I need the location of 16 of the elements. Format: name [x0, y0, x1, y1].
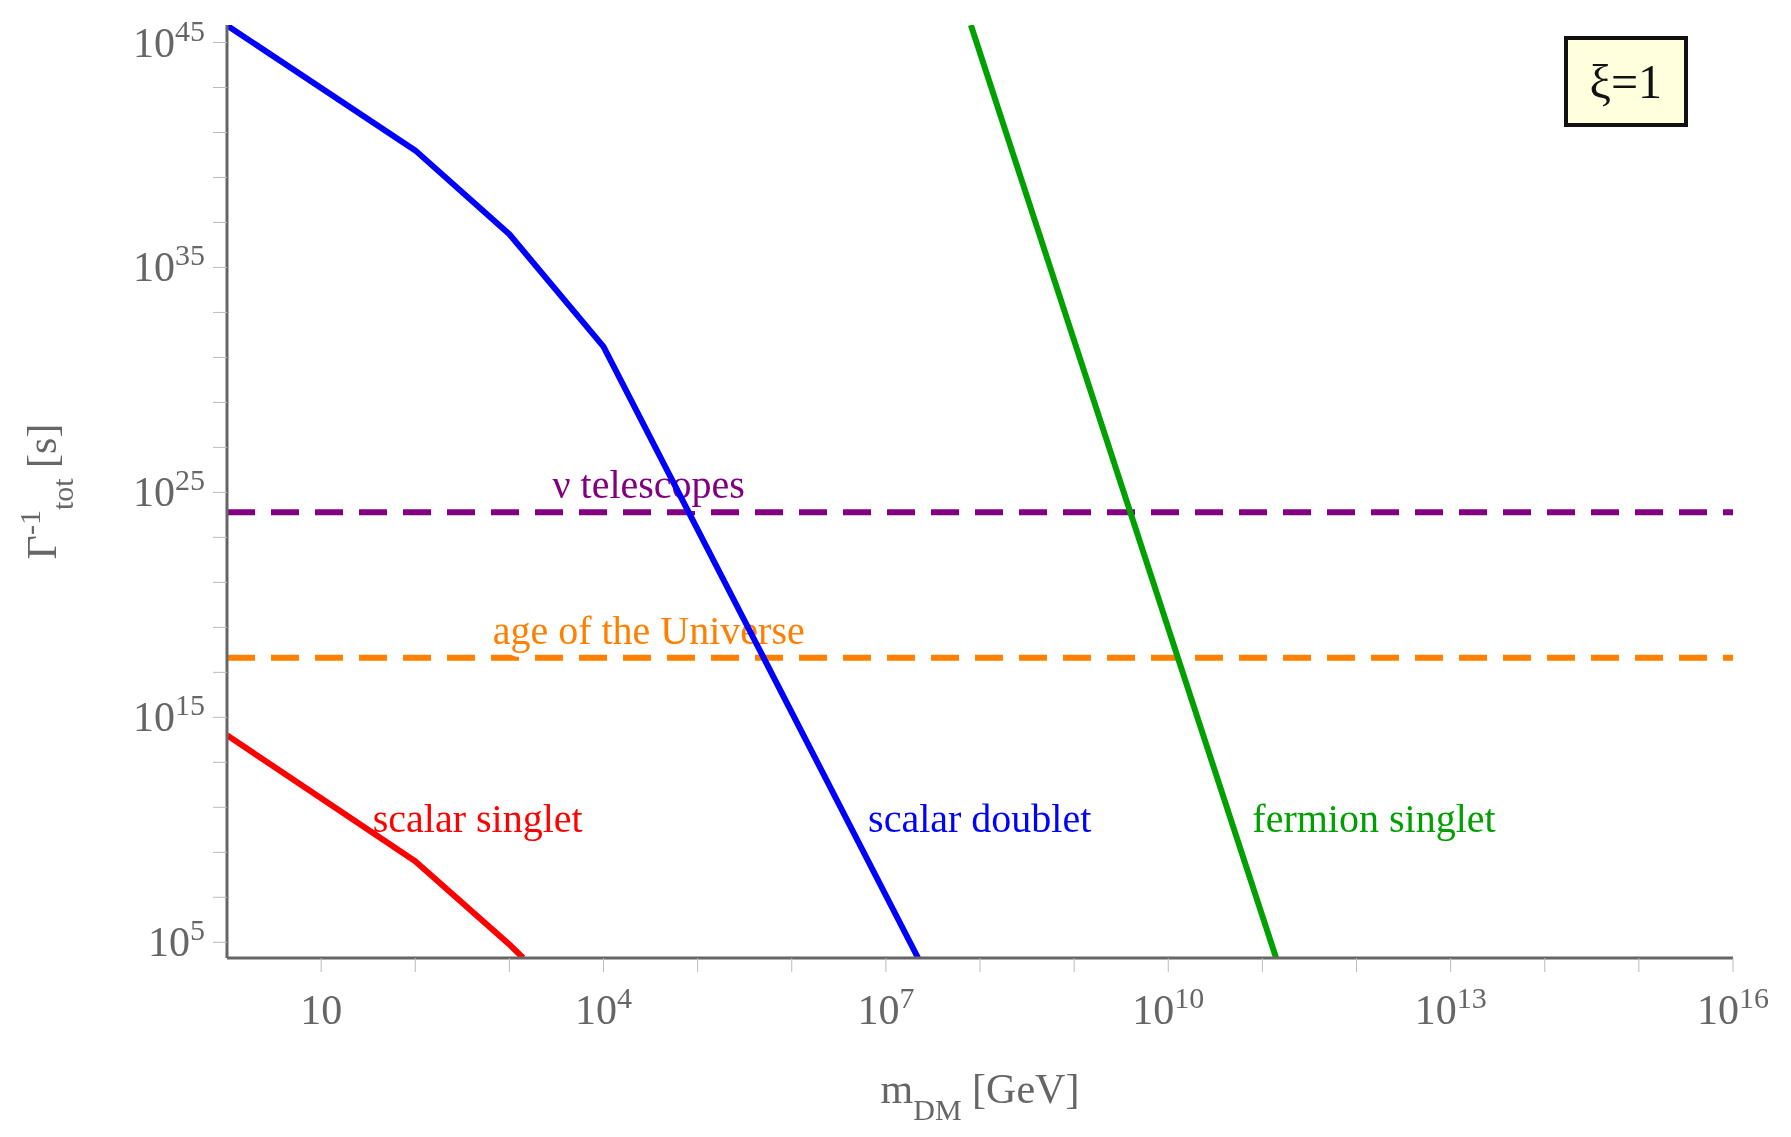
x-tick-label: 10$^{16}$ — [1697, 980, 1769, 1033]
y-tick-label: 10$^{25}$ — [133, 462, 205, 516]
y-tick-label: 10$^{5}$ — [148, 912, 205, 966]
series-label: fermion singlet — [1252, 796, 1496, 842]
series-label: scalar singlet — [372, 796, 583, 842]
x-axis-title: m$_{DM}$ [GeV] — [880, 1066, 1080, 1126]
x-tick-label: 10$^{13}$ — [1414, 980, 1487, 1033]
x-tick-label: 10 — [300, 987, 343, 1033]
x-tick-label: 10$^{10}$ — [1132, 980, 1205, 1033]
x-tick-label: 10$^{4}$ — [575, 980, 632, 1033]
series-label: scalar doublet — [868, 796, 1092, 842]
y-tick-label: 10$^{35}$ — [133, 237, 205, 291]
annotation: ξ=1 — [1563, 36, 1688, 127]
y-tick-label: 10$^{15}$ — [133, 687, 205, 741]
y-tick-label: 10$^{45}$ — [133, 13, 205, 66]
x-tick-label: 10$^{7}$ — [857, 980, 915, 1033]
